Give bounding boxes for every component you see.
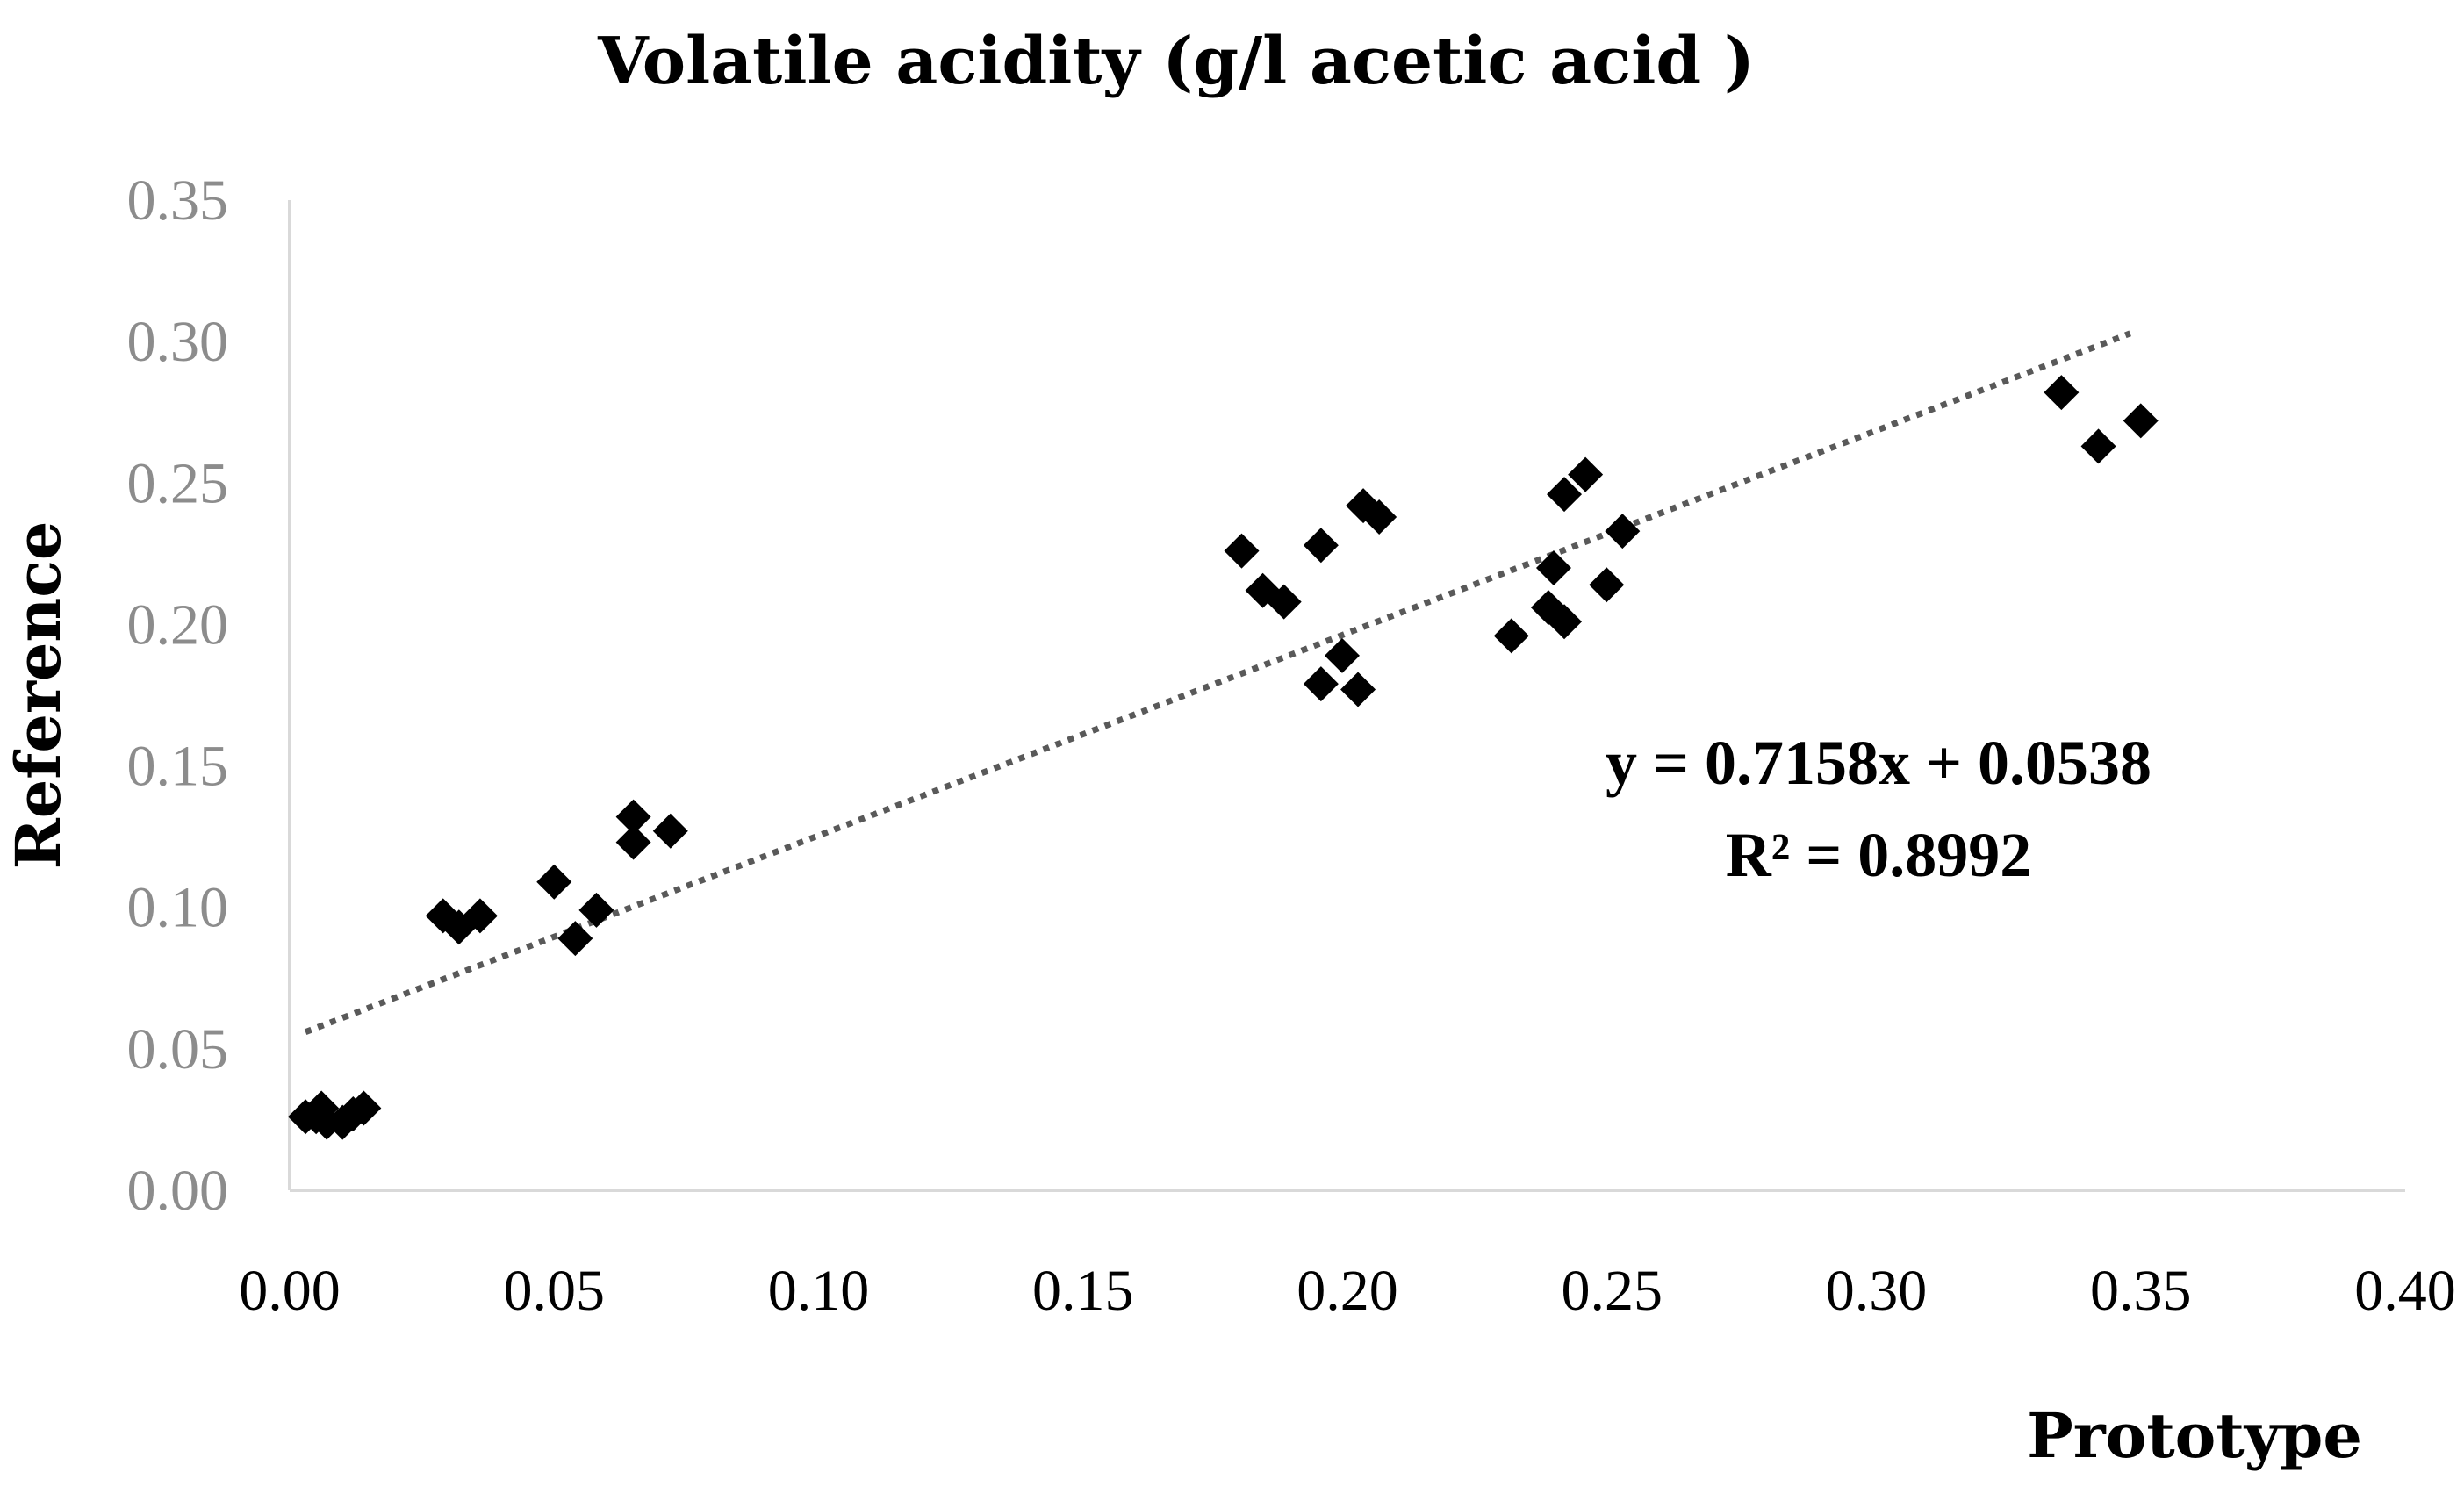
data-point <box>1324 637 1360 673</box>
data-point <box>615 799 651 835</box>
r-squared-label: R² = 0.8992 <box>1726 820 2032 890</box>
trendline <box>304 330 2131 1035</box>
data-point <box>652 813 688 849</box>
data-points <box>288 375 2159 1140</box>
data-point <box>615 824 651 860</box>
x-axis-label: Prototype <box>2027 1399 2362 1472</box>
data-point <box>462 898 498 934</box>
y-tick-label: 0.10 <box>127 876 229 940</box>
x-tick-label: 0.25 <box>1562 1259 1663 1323</box>
y-tick-label: 0.25 <box>127 451 229 515</box>
y-tick-label: 0.35 <box>127 169 229 233</box>
x-tick-label: 0.00 <box>239 1259 341 1323</box>
data-point <box>1568 456 1604 492</box>
chart-title: Volatile acidity (g/l acetic acid ) <box>597 24 1755 99</box>
data-point <box>1340 672 1376 707</box>
x-tick-labels: 0.00 0.05 0.10 0.15 0.20 0.25 0.30 0.35 0.40 <box>239 1259 2456 1323</box>
data-point <box>1535 549 1571 585</box>
data-point <box>2123 403 2159 439</box>
x-tick-label: 0.30 <box>1826 1259 1928 1323</box>
data-point <box>1224 533 1260 569</box>
x-tick-label: 0.40 <box>2354 1259 2456 1323</box>
x-tick-label: 0.10 <box>768 1259 870 1323</box>
data-point <box>1266 584 1302 620</box>
data-point <box>1547 604 1583 640</box>
data-point <box>536 864 572 900</box>
y-tick-label: 0.05 <box>127 1017 229 1081</box>
x-tick-label: 0.20 <box>1297 1259 1398 1323</box>
data-point <box>578 892 614 928</box>
data-point <box>1493 618 1529 654</box>
y-axis-label: Reference <box>2 521 75 870</box>
trendline-equation: y = 0.7158x + 0.0538 <box>1606 728 2152 798</box>
data-point <box>1361 499 1397 535</box>
data-point <box>1547 477 1583 513</box>
y-tick-label: 0.15 <box>127 735 229 799</box>
y-tick-label: 0.00 <box>127 1159 229 1223</box>
y-tick-label: 0.30 <box>127 310 229 374</box>
data-point <box>1605 514 1641 549</box>
data-point <box>1589 567 1625 603</box>
data-point <box>2044 375 2080 411</box>
x-tick-label: 0.05 <box>504 1259 606 1323</box>
y-tick-labels: 0.00 0.05 0.10 0.15 0.20 0.25 0.30 0.35 <box>127 169 229 1223</box>
y-tick-label: 0.20 <box>127 592 229 657</box>
data-point <box>1303 666 1339 702</box>
data-point <box>2080 428 2116 464</box>
data-point <box>1303 528 1339 564</box>
x-tick-label: 0.35 <box>2090 1259 2192 1323</box>
data-point <box>557 921 593 957</box>
data-point <box>346 1090 382 1126</box>
x-tick-label: 0.15 <box>1032 1259 1134 1323</box>
